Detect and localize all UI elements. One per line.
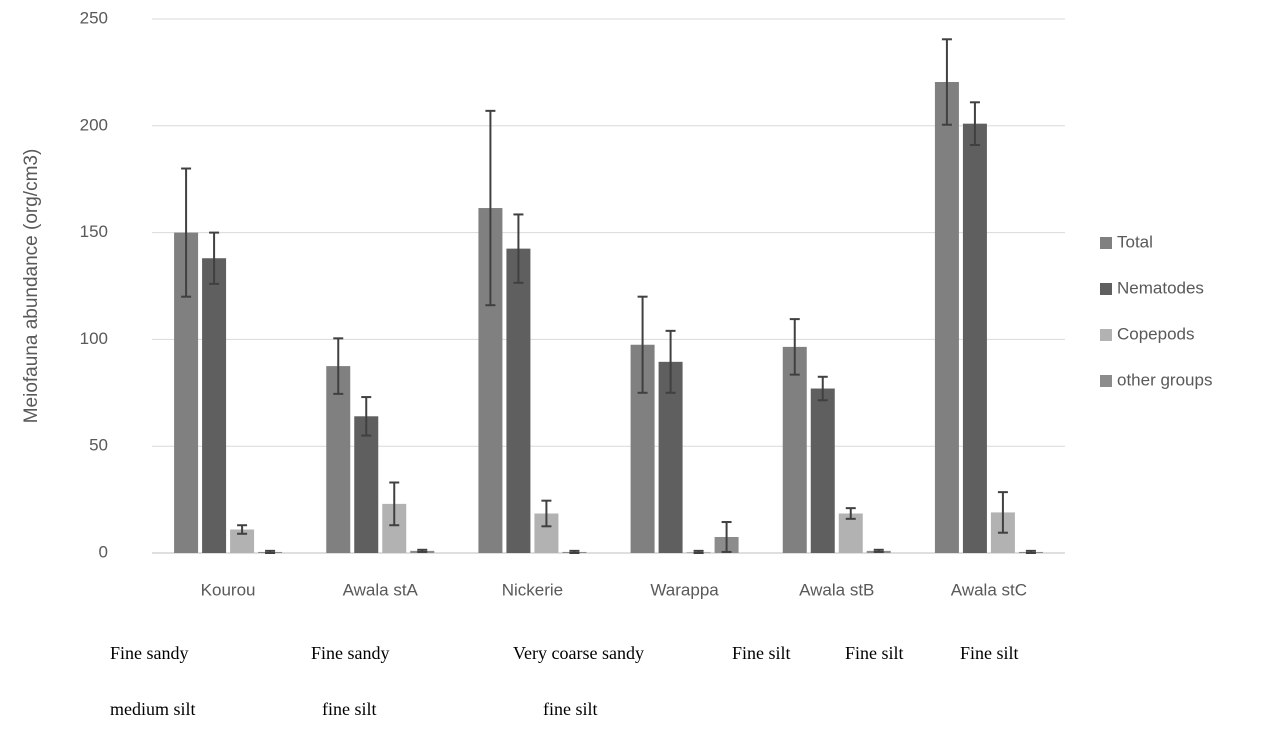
legend-swatch (1100, 329, 1112, 341)
error-bar (485, 109, 496, 307)
bar (326, 366, 351, 553)
error-bar (721, 521, 732, 553)
bar (782, 346, 807, 553)
y-tick-label: 0 (99, 542, 108, 561)
error-bar (789, 318, 800, 376)
sediment-label: Fine silt (732, 643, 791, 663)
error-bar (637, 295, 648, 394)
sediment-label: Fine silt (960, 643, 1019, 663)
y-tick-label: 50 (89, 436, 108, 455)
error-bar (569, 549, 580, 554)
error-bar (417, 548, 428, 553)
legend-swatch (1100, 283, 1112, 295)
sediment-label: fine silt (543, 699, 598, 719)
y-tick-label: 250 (80, 8, 108, 27)
bar (934, 82, 959, 554)
x-tick-label: Awala stA (343, 580, 419, 599)
y-tick-label: 200 (80, 115, 108, 134)
error-bar (873, 548, 884, 553)
y-axis-label: Meiofauna abundance (org/cm3) (21, 149, 42, 424)
y-tick-label: 100 (80, 329, 108, 348)
legend-label: other groups (1117, 370, 1212, 389)
bar (202, 258, 227, 553)
bar (354, 416, 379, 553)
x-tick-label: Awala stC (951, 580, 1027, 599)
error-bar (845, 507, 856, 520)
error-bar (941, 38, 952, 126)
sediment-label: Fine silt (845, 643, 904, 663)
x-tick-label: Kourou (201, 580, 256, 599)
error-bar (237, 524, 248, 535)
error-bar (389, 481, 400, 527)
bar (506, 248, 531, 553)
error-bar (181, 167, 192, 298)
sediment-label: medium silt (110, 699, 196, 719)
y-tick-label: 150 (80, 222, 108, 241)
error-bar (333, 337, 344, 395)
error-bar (541, 499, 552, 528)
error-bar (693, 549, 704, 554)
bar (838, 513, 863, 553)
error-bar (265, 549, 276, 554)
legend-swatch (1100, 237, 1112, 249)
error-bar (209, 231, 220, 285)
legend-label: Copepods (1117, 324, 1195, 343)
error-bar (361, 396, 372, 437)
bar (230, 529, 255, 553)
x-tick-label: Awala stB (799, 580, 874, 599)
error-bar (1025, 549, 1036, 554)
x-tick-label: Warappa (650, 580, 719, 599)
error-bar (969, 101, 980, 147)
legend-swatch (1100, 375, 1112, 387)
sediment-label: Very coarse sandy (513, 643, 644, 663)
error-bar (513, 213, 524, 284)
error-bar (997, 491, 1008, 534)
error-bar (665, 329, 676, 394)
legend-label: Total (1117, 232, 1153, 251)
sediment-label: fine silt (322, 699, 377, 719)
bar (962, 123, 987, 553)
sediment-label: Fine sandy (110, 643, 189, 663)
x-tick-label: Nickerie (502, 580, 563, 599)
sediment-label: Fine sandy (311, 643, 390, 663)
bar (810, 388, 835, 553)
error-bar (817, 375, 828, 402)
legend-label: Nematodes (1117, 278, 1204, 297)
